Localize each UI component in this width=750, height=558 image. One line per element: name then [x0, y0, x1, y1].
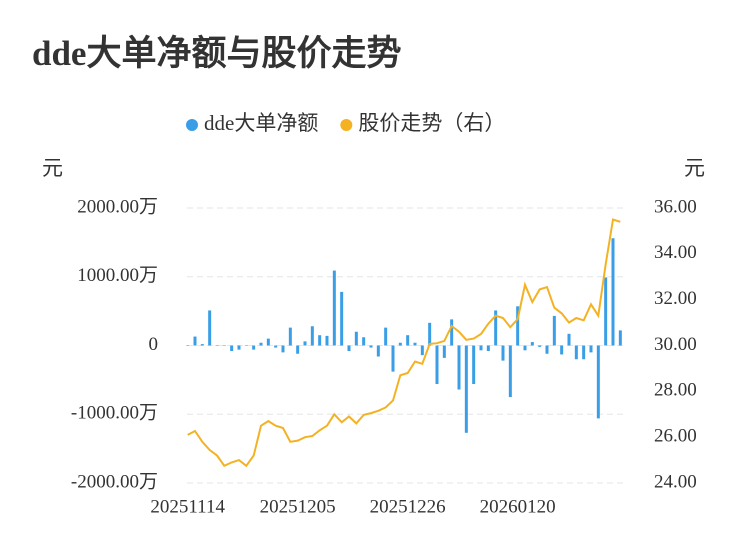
y-tick-label: 2000.00万 — [77, 196, 158, 217]
bar — [464, 345, 468, 433]
bar — [516, 306, 520, 346]
chart-title: dde大单净额与股价走势 — [32, 34, 401, 73]
bar — [369, 345, 373, 348]
bar — [318, 335, 322, 346]
bar — [303, 341, 307, 346]
bar — [486, 345, 490, 351]
bar — [354, 331, 358, 346]
bar — [567, 333, 571, 346]
y2-tick-label: 36.00 — [654, 196, 697, 217]
bar — [215, 345, 219, 346]
bar — [574, 345, 578, 360]
bar — [538, 345, 542, 347]
bar — [325, 335, 329, 346]
bar — [420, 345, 424, 356]
bar — [582, 345, 586, 360]
y-tick-label: -1000.00万 — [71, 403, 158, 424]
bar — [472, 345, 476, 384]
bar — [362, 337, 366, 346]
bar — [274, 345, 278, 348]
bar — [604, 277, 608, 346]
bar — [530, 342, 534, 346]
bar — [259, 342, 263, 346]
bar — [340, 291, 344, 346]
bar — [618, 330, 622, 346]
bar — [186, 345, 190, 346]
bar — [193, 336, 197, 346]
bar — [442, 345, 446, 358]
bar — [450, 319, 454, 346]
bar — [523, 345, 527, 351]
bar — [435, 345, 439, 384]
bar — [266, 338, 270, 346]
bar — [589, 345, 593, 353]
bar — [494, 310, 498, 346]
bar — [376, 345, 380, 357]
bar — [230, 345, 234, 351]
bar — [244, 345, 248, 346]
y2-tick-label: 32.00 — [654, 288, 697, 309]
bar — [406, 335, 410, 346]
y-tick-label: -2000.00万 — [71, 471, 158, 492]
bar — [208, 310, 212, 346]
bar — [310, 326, 314, 346]
x-tick-label: 20251114 — [150, 496, 225, 517]
bar — [347, 345, 351, 351]
bar — [332, 270, 336, 346]
bar — [413, 342, 417, 346]
bar — [545, 345, 549, 354]
bar — [596, 345, 600, 419]
price-line — [187, 218, 621, 468]
bar — [288, 327, 292, 346]
x-tick-label: 20251226 — [370, 496, 446, 517]
legend-marker — [340, 119, 353, 131]
bar — [222, 345, 226, 346]
x-tick-label: 20260120 — [480, 496, 556, 517]
x-tick-label: 20251205 — [260, 496, 336, 517]
legend-label: 股价走势（右） — [358, 111, 505, 135]
y2-axis-unit: 元 — [684, 156, 705, 180]
bar — [508, 345, 512, 398]
bar — [398, 342, 402, 346]
bar — [200, 344, 204, 346]
bar — [281, 345, 285, 353]
bar — [457, 345, 461, 390]
y2-tick-label: 28.00 — [654, 380, 697, 401]
legend-label: dde大单净额 — [204, 111, 318, 135]
bar — [296, 345, 300, 354]
y2-tick-label: 30.00 — [654, 334, 697, 355]
y2-tick-label: 34.00 — [654, 242, 697, 263]
bar — [560, 345, 564, 355]
bar — [479, 345, 483, 351]
bar — [384, 327, 388, 346]
y-tick-label: 1000.00万 — [77, 265, 158, 286]
bar — [252, 345, 256, 350]
bar — [391, 345, 395, 372]
bar — [501, 345, 505, 361]
bar — [611, 238, 615, 346]
y-axis-unit: 元 — [42, 156, 63, 180]
y2-tick-label: 24.00 — [654, 471, 697, 492]
bar — [552, 315, 556, 346]
bar — [428, 322, 432, 346]
bar — [237, 345, 241, 350]
y2-tick-label: 26.00 — [654, 426, 697, 447]
y-tick-label: 0 — [149, 334, 159, 355]
legend-marker — [186, 119, 198, 131]
